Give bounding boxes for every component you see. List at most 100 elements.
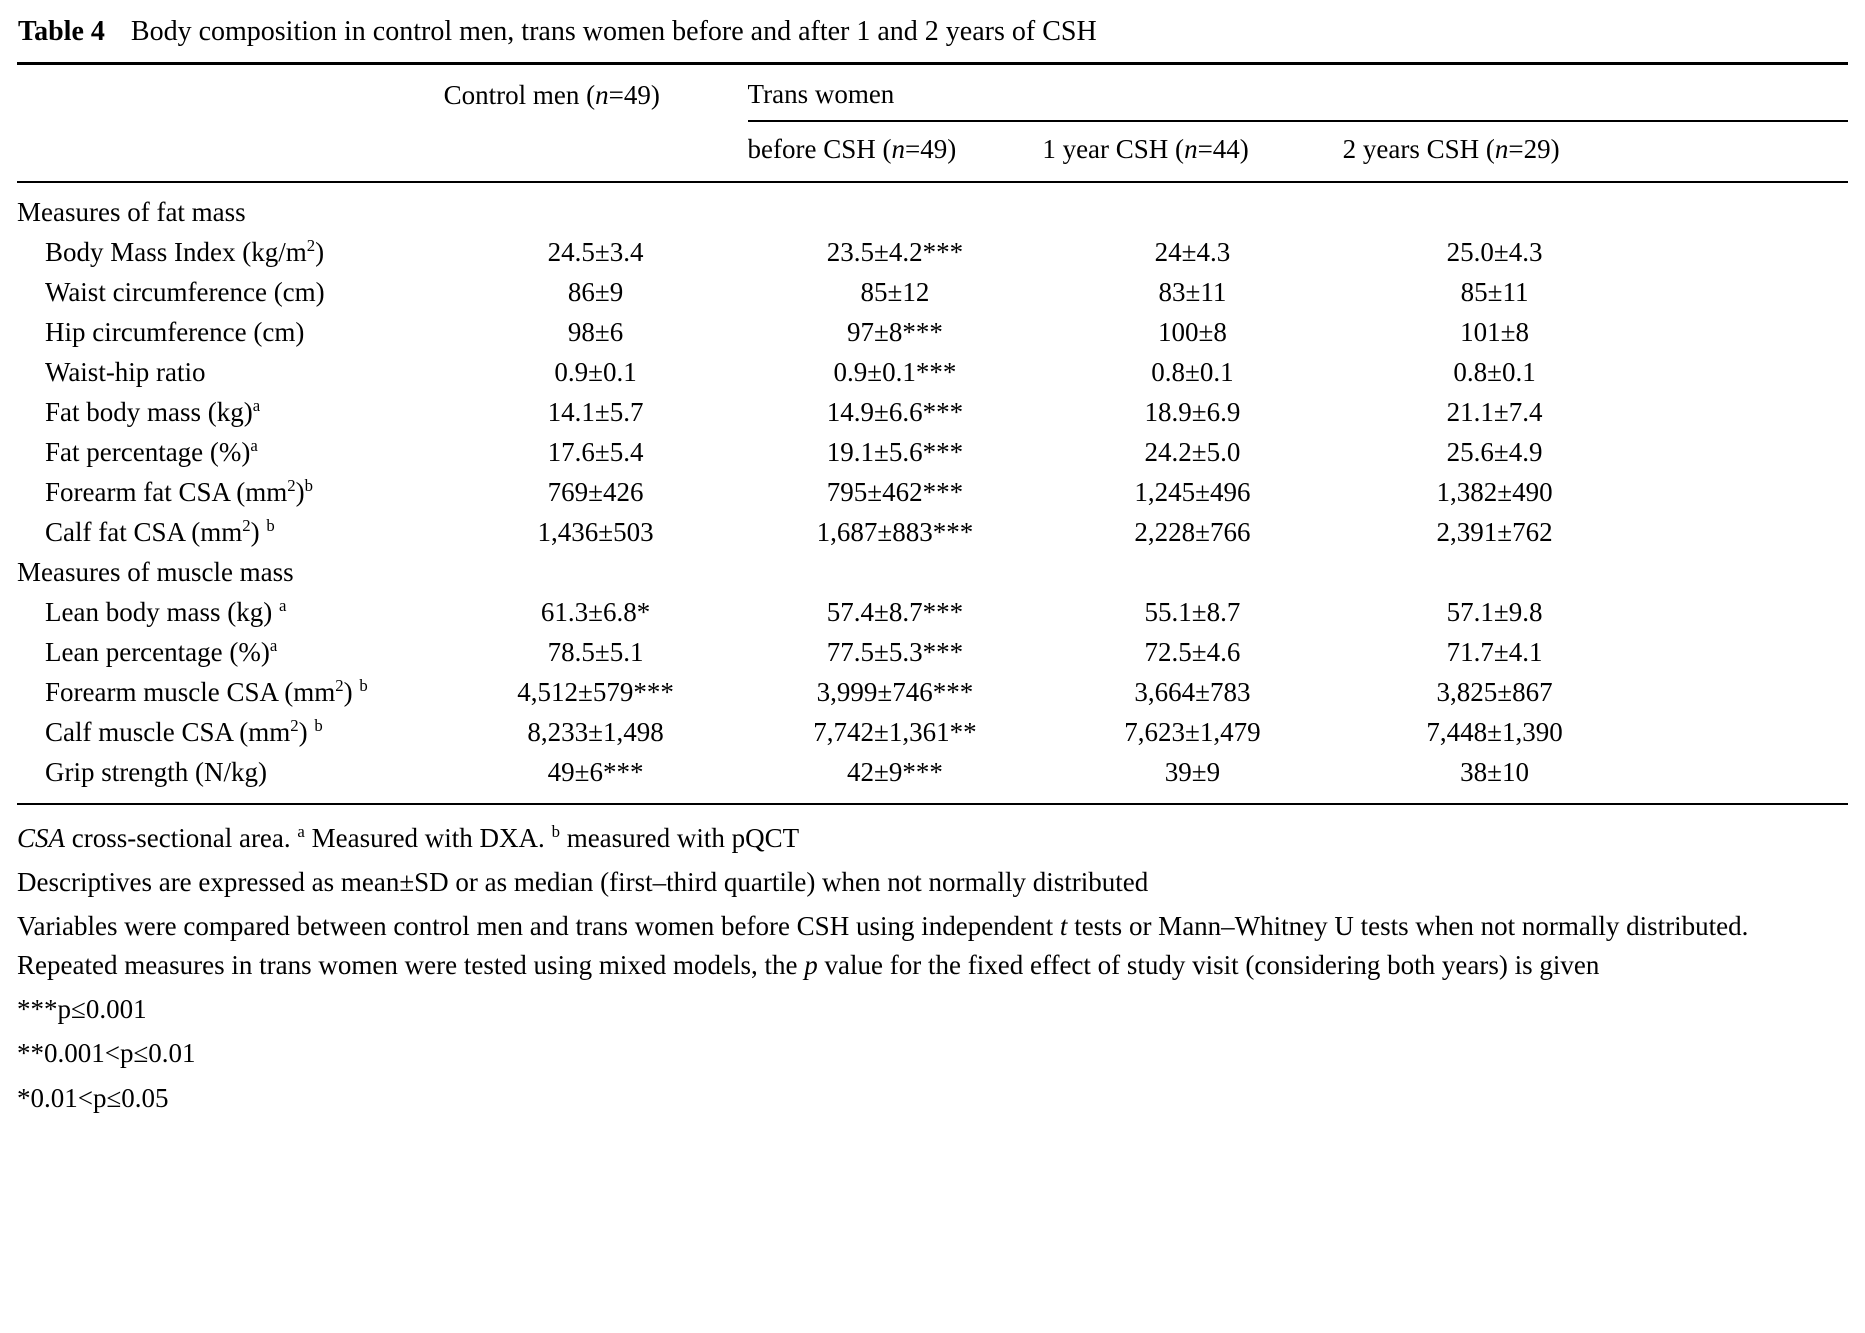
cell-value: 57.4±8.7*** bbox=[826, 596, 964, 627]
table-number: Table 4 bbox=[18, 16, 105, 47]
cell-value: 19.1±5.6*** bbox=[826, 437, 964, 468]
cell-value: 42±9*** bbox=[847, 756, 943, 787]
cell-empty bbox=[1647, 513, 1848, 553]
cell-value: 86±9 bbox=[567, 277, 624, 308]
cell-value: 1,436±503 bbox=[537, 517, 654, 548]
table-row: Lean percentage (%)a 78.5±5.1 77.5±5.3*** 7… bbox=[17, 633, 1848, 673]
column-header-control-men: Control men (n=49) bbox=[443, 80, 660, 111]
section-row: Measures of muscle mass bbox=[17, 553, 1848, 593]
table-row: Hip circumference (cm) 98±6 97±8*** 100±8 10… bbox=[17, 313, 1848, 353]
row-label: Body Mass Index (kg/m2) bbox=[45, 236, 325, 268]
cell-value: 0.9±0.1*** bbox=[833, 357, 957, 388]
cell-value: 25.0±4.3 bbox=[1446, 237, 1543, 268]
cell-value: 14.9±6.6*** bbox=[826, 397, 964, 428]
footnote: CSA cross-sectional area. a Measured wit… bbox=[17, 821, 800, 853]
empty-header-cell bbox=[443, 121, 748, 184]
empty-header-cell bbox=[17, 64, 444, 122]
cell-value: 0.9±0.1 bbox=[554, 357, 637, 388]
table-row: Forearm muscle CSA (mm2) b 4,512±579*** 3,… bbox=[17, 673, 1848, 713]
cell-empty bbox=[1647, 433, 1848, 473]
table-row: Calf muscle CSA (mm2) b 8,233±1,498 7,742±… bbox=[17, 713, 1848, 753]
cell-value: 61.3±6.8* bbox=[540, 596, 651, 627]
row-label: Waist-hip ratio bbox=[45, 357, 206, 388]
row-label: Waist circumference (cm) bbox=[45, 277, 325, 308]
cell-value: 83±11 bbox=[1158, 277, 1227, 308]
footnote: **0.001<p≤0.01 bbox=[17, 1038, 196, 1069]
section-header: Measures of muscle mass bbox=[17, 556, 294, 587]
table-row: Body Mass Index (kg/m2) 24.5±3.4 23.5±4.2*… bbox=[17, 233, 1848, 273]
cell-value: 3,999±746*** bbox=[816, 676, 974, 707]
row-label: Calf fat CSA (mm2) b bbox=[45, 516, 275, 548]
cell-value: 1,382±490 bbox=[1436, 477, 1553, 508]
cell-value: 21.1±7.4 bbox=[1446, 397, 1543, 428]
table-row: Grip strength (N/kg) 49±6*** 42±9*** 39±9 38… bbox=[17, 753, 1848, 804]
cell-empty bbox=[1647, 633, 1848, 673]
table-caption: Body composition in control men, trans w… bbox=[130, 16, 1097, 47]
cell-value: 24±4.3 bbox=[1154, 237, 1231, 268]
column-group-trans-women: Trans women bbox=[747, 63, 1848, 123]
table-header: Control men (n=49) Trans women before CS… bbox=[17, 63, 1848, 184]
cell-value: 85±11 bbox=[1460, 277, 1529, 308]
cell-value: 25.6±4.9 bbox=[1446, 437, 1543, 468]
cell-value: 1,687±883*** bbox=[816, 517, 974, 548]
row-label: Lean percentage (%)a bbox=[45, 635, 278, 667]
section-row: Measures of fat mass bbox=[17, 182, 1848, 233]
section-header: Measures of fat mass bbox=[17, 197, 246, 228]
footnote: ***p≤0.001 bbox=[17, 994, 147, 1025]
row-label: Forearm fat CSA (mm2)b bbox=[45, 476, 313, 508]
empty-header-cell bbox=[1646, 121, 1848, 184]
row-label: Grip strength (N/kg) bbox=[45, 756, 267, 787]
cell-value: 49±6*** bbox=[547, 756, 644, 787]
cell-value: 14.1±5.7 bbox=[547, 397, 644, 428]
footnote: Variables were compared between control … bbox=[17, 910, 1749, 981]
cell-value: 18.9±6.9 bbox=[1144, 397, 1241, 428]
cell-value: 77.5±5.3*** bbox=[826, 636, 964, 667]
footnote: Descriptives are expressed as mean±SD or… bbox=[17, 866, 1149, 897]
cell-empty bbox=[1647, 673, 1848, 713]
group-header-row: Control men (n=49) Trans women bbox=[17, 63, 1848, 123]
row-label: Lean body mass (kg) a bbox=[45, 595, 287, 627]
column-header-before-csh: before CSH (n=49) bbox=[747, 121, 1043, 184]
cell-empty bbox=[1647, 473, 1848, 513]
cell-value: 3,825±867 bbox=[1436, 676, 1553, 707]
cell-empty bbox=[1647, 313, 1848, 353]
cell-value: 24.5±3.4 bbox=[547, 237, 644, 268]
column-header-1-year-csh: 1 year CSH (n=44) bbox=[1042, 121, 1343, 184]
table-row: Forearm fat CSA (mm2)b 769±426 795±462*** 1… bbox=[17, 473, 1848, 513]
table-body: Measures of fat mass Body Mass Index (kg/… bbox=[17, 182, 1848, 803]
cell-value: 7,448±1,390 bbox=[1426, 716, 1563, 747]
table-title: Table 4 Body composition in control men, … bbox=[17, 12, 1848, 62]
subheader-row: before CSH (n=49) 1 year CSH (n=44) 2 ye… bbox=[17, 121, 1848, 184]
cell-value: 100±8 bbox=[1158, 317, 1227, 348]
cell-value: 2,391±762 bbox=[1436, 517, 1553, 548]
footnotes: CSA cross-sectional area. a Measured wit… bbox=[17, 805, 1848, 1118]
cell-value: 57.1±9.8 bbox=[1446, 596, 1543, 627]
cell-value: 769±426 bbox=[547, 477, 644, 508]
footnote: *0.01<p≤0.05 bbox=[17, 1082, 169, 1113]
cell-value: 4,512±579*** bbox=[517, 676, 674, 707]
cell-value: 3,664±783 bbox=[1134, 676, 1251, 707]
table-row: Waist circumference (cm) 86±9 85±12 83±11 85… bbox=[17, 273, 1848, 313]
cell-value: 0.8±0.1 bbox=[1151, 357, 1234, 388]
row-label: Fat body mass (kg)a bbox=[45, 396, 261, 428]
cell-value: 85±12 bbox=[860, 277, 930, 308]
cell-value: 71.7±4.1 bbox=[1446, 636, 1543, 667]
row-label: Hip circumference (cm) bbox=[45, 317, 305, 348]
body-composition-table: Control men (n=49) Trans women before CS… bbox=[17, 62, 1848, 805]
table-row: Waist-hip ratio 0.9±0.1 0.9±0.1*** 0.8±0.1 0… bbox=[17, 353, 1848, 393]
cell-empty bbox=[1647, 233, 1848, 273]
cell-empty bbox=[1647, 273, 1848, 313]
cell-value: 39±9 bbox=[1164, 756, 1221, 787]
table-row: Fat body mass (kg)a 14.1±5.7 14.9±6.6*** 18… bbox=[17, 393, 1848, 433]
cell-value: 17.6±5.4 bbox=[547, 437, 644, 468]
cell-value: 101±8 bbox=[1460, 317, 1529, 348]
empty-header-cell bbox=[17, 121, 444, 184]
cell-value: 72.5±4.6 bbox=[1144, 636, 1241, 667]
cell-value: 98±6 bbox=[567, 317, 624, 348]
cell-value: 55.1±8.7 bbox=[1144, 596, 1241, 627]
cell-value: 8,233±1,498 bbox=[527, 716, 664, 747]
cell-value: 38±10 bbox=[1460, 756, 1529, 787]
cell-empty bbox=[1647, 753, 1848, 804]
cell-value: 795±462*** bbox=[826, 477, 964, 508]
cell-empty bbox=[1647, 353, 1848, 393]
